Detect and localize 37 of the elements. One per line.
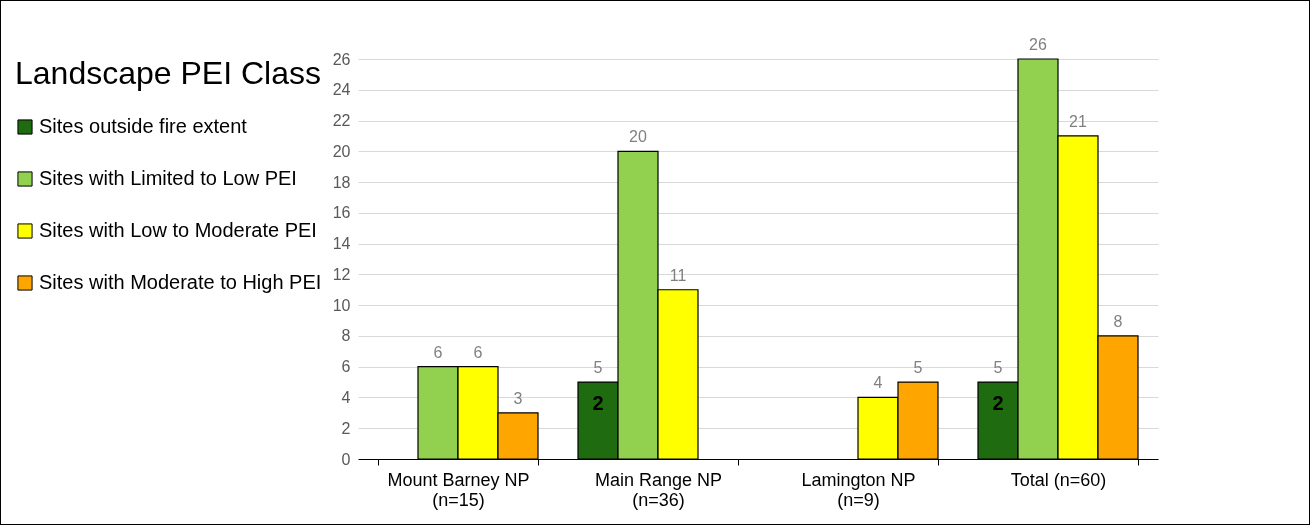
data-label: 8 [1113, 312, 1123, 330]
y-tick-label: 18 [332, 173, 351, 191]
x-tick-label: Main Range NP (n=36) [594, 469, 723, 510]
data-label: 11 [669, 266, 687, 284]
y-tick-label: 8 [341, 327, 351, 345]
data-label: 5 [593, 359, 603, 377]
data-label: 20 [629, 128, 647, 146]
y-tick-label: 0 [341, 450, 351, 468]
y-tick-label: 10 [332, 296, 351, 314]
legend-label: Sites with Low to Moderate PEI [39, 219, 317, 241]
legend-title: Landscape PEI Class [15, 55, 321, 91]
x-tick-label: Mount Barney NP (n=15) [387, 469, 530, 510]
data-label: 6 [433, 343, 443, 361]
annotation: 2 [992, 392, 1004, 415]
data-label: 5 [913, 359, 923, 377]
y-tick-label: 4 [341, 388, 351, 406]
x-tick-label: Total (n=60) [1010, 469, 1107, 490]
y-tick-label: 6 [341, 358, 351, 376]
y-tick-label: 26 [332, 50, 351, 68]
y-tick-label: 12 [332, 265, 351, 283]
data-label: 3 [513, 389, 523, 407]
data-label: 6 [473, 343, 483, 361]
y-tick-label: 14 [332, 235, 351, 253]
annotation: 2 [592, 392, 604, 415]
legend-label: Sites with Limited to Low PEI [39, 167, 297, 189]
y-tick-label: 20 [332, 142, 351, 160]
y-tick-label: 2 [341, 419, 351, 437]
y-tick-label: 16 [332, 204, 351, 222]
y-tick-label: 22 [332, 112, 351, 130]
legend-label: Sites with Moderate to High PEI [39, 271, 322, 293]
data-label: 21 [1069, 112, 1087, 130]
legend-label: Sites outside fire extent [39, 115, 248, 137]
data-label: 26 [1029, 36, 1047, 53]
data-label: 4 [873, 374, 883, 392]
y-tick-label: 24 [332, 81, 351, 99]
data-label: 5 [993, 359, 1003, 377]
x-tick-label: Lamington NP (n=9) [801, 469, 916, 510]
